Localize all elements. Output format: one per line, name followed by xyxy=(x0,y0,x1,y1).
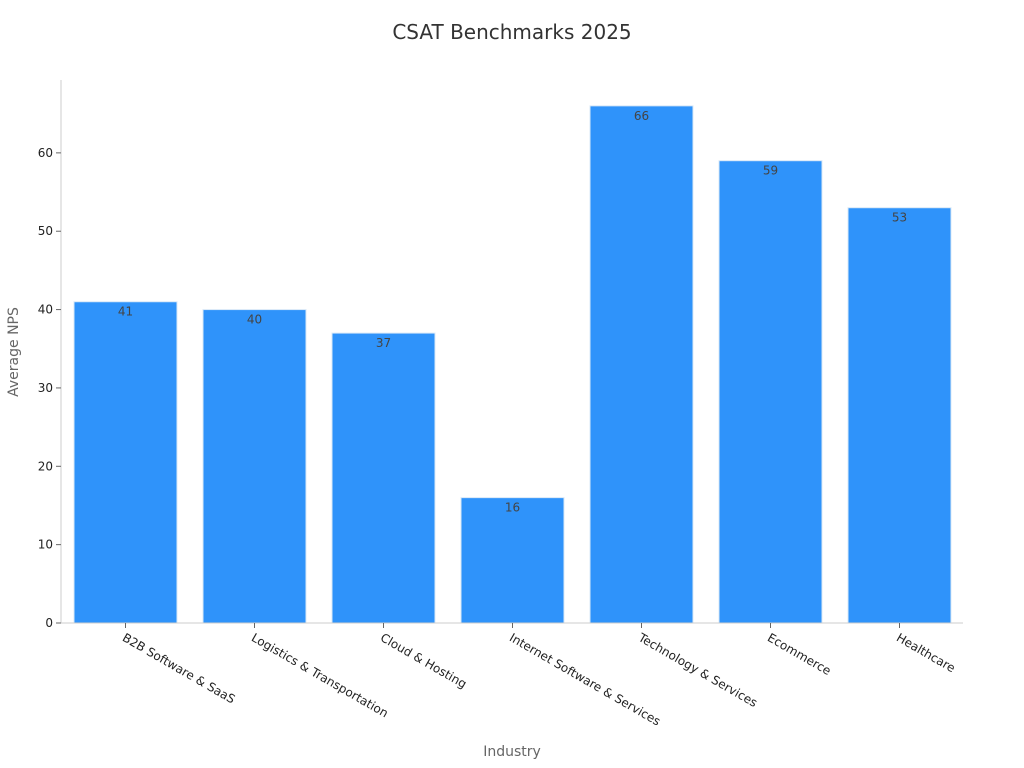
y-tick-label: 10 xyxy=(38,538,53,552)
bar xyxy=(589,105,694,624)
bar xyxy=(73,301,178,624)
y-ticks-layer: 0 10 20 30 40 50 60 xyxy=(38,146,61,630)
bar xyxy=(847,207,952,624)
x-tick-label: B2B Software & SaaS xyxy=(120,630,238,706)
data-label: 59 xyxy=(763,164,778,178)
x-tick-label: Cloud & Hosting xyxy=(378,630,469,691)
x-ticks-layer: B2B Software & SaaS Logistics & Transport… xyxy=(120,623,958,729)
x-tick-label: Internet Software & Services xyxy=(507,630,663,728)
x-tick-label: Healthcare xyxy=(894,630,958,675)
data-label: 53 xyxy=(892,211,907,225)
bars-layer xyxy=(73,105,952,624)
data-labels-layer: 41 40 37 16 66 59 53 xyxy=(118,109,907,515)
y-axis-label: Average NPS xyxy=(6,307,22,397)
x-tick-label: Ecommerce xyxy=(765,630,833,678)
y-tick-label: 0 xyxy=(45,616,53,630)
bar xyxy=(718,160,823,624)
data-label: 37 xyxy=(376,336,391,350)
y-tick-label: 50 xyxy=(38,224,53,238)
y-tick-label: 60 xyxy=(38,146,53,160)
bar xyxy=(460,497,565,624)
data-label: 16 xyxy=(505,501,520,515)
data-label: 41 xyxy=(118,305,133,319)
x-tick-label: Technology & Services xyxy=(635,630,760,710)
y-tick-label: 30 xyxy=(38,381,53,395)
chart-title: CSAT Benchmarks 2025 xyxy=(392,20,632,44)
bar xyxy=(202,309,307,624)
y-tick-label: 20 xyxy=(38,459,53,473)
x-tick-label: Logistics & Transportation xyxy=(249,630,391,720)
data-label: 66 xyxy=(634,109,649,123)
data-label: 40 xyxy=(247,313,262,327)
y-tick-label: 40 xyxy=(38,303,53,317)
bar xyxy=(331,332,436,624)
x-axis-label: Industry xyxy=(483,744,541,760)
